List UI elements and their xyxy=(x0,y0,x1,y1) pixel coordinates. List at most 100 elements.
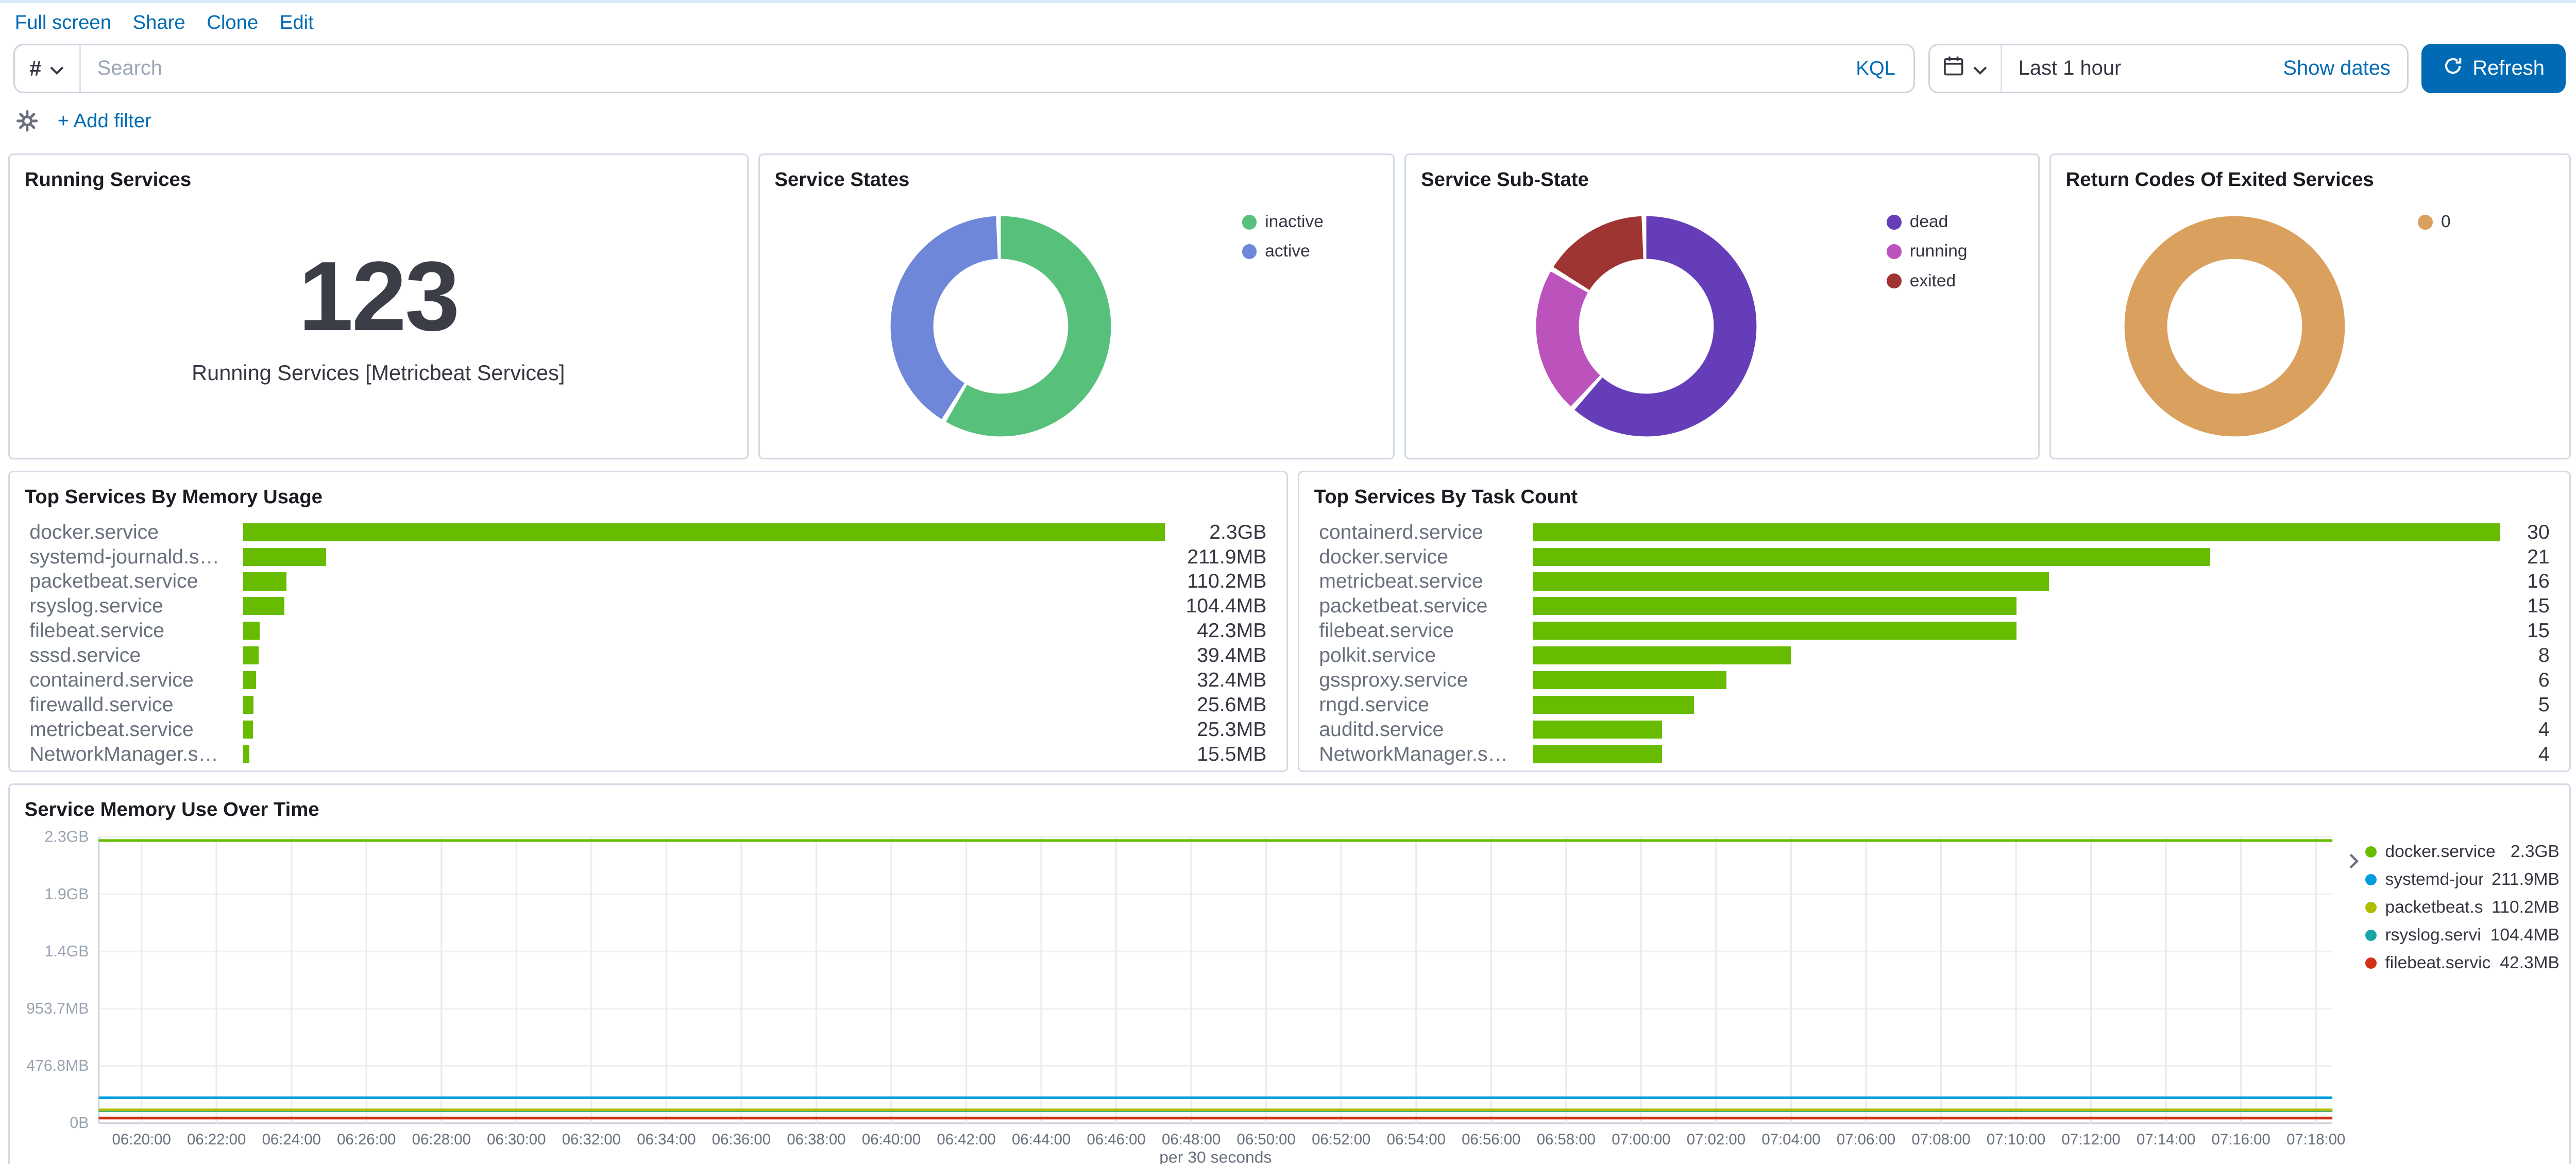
legend-item-running[interactable]: running xyxy=(1887,242,2022,261)
legend-dot xyxy=(2365,846,2377,858)
timeseries-legend-item-filebeat.service[interactable]: filebeat.service 42.3MB xyxy=(2365,953,2560,973)
bar-track xyxy=(243,622,1164,640)
bar-label: packetbeat.service xyxy=(29,570,198,593)
legend-item-active[interactable]: active xyxy=(1242,242,1377,261)
bar-label: polkit.service xyxy=(1319,644,1436,667)
donut-slice-inactive[interactable] xyxy=(890,216,1111,437)
bar-track xyxy=(243,572,1164,591)
bar-fill[interactable] xyxy=(1533,720,1662,739)
bar-fill[interactable] xyxy=(1533,547,2210,566)
donut-slice-running[interactable] xyxy=(1536,216,1757,437)
bar-fill[interactable] xyxy=(243,745,250,763)
bar-fill[interactable] xyxy=(243,572,286,591)
bar-fill[interactable] xyxy=(1533,622,2017,640)
legend-collapse-chevron-icon[interactable] xyxy=(2349,845,2359,1164)
date-picker: Last 1 hour Show dates xyxy=(1928,44,2409,93)
bar-track xyxy=(1533,671,2500,689)
bar-fill[interactable] xyxy=(1533,523,2500,541)
legend-dot xyxy=(2365,929,2377,942)
query-bar: # KQL Last 1 hour Sh xyxy=(0,41,2576,98)
edit-link[interactable]: Edit xyxy=(279,11,314,33)
bar-value: 211.9MB xyxy=(1187,545,1267,568)
time-range-value[interactable]: Last 1 hour xyxy=(2018,57,2122,80)
bar-fill[interactable] xyxy=(1533,572,2049,591)
bar-fill[interactable] xyxy=(1533,646,1791,665)
query-menu-button[interactable]: # xyxy=(15,45,81,92)
x-tick-label: 07:18:00 xyxy=(2286,1131,2345,1148)
calendar-menu-button[interactable] xyxy=(1930,45,2002,92)
task-bar-chart: containerd.service 30 docker.service 21 metr… xyxy=(1299,511,2569,770)
bar-track xyxy=(243,671,1164,689)
search-input[interactable] xyxy=(80,45,1838,92)
bar-track xyxy=(243,547,1164,566)
share-link[interactable]: Share xyxy=(132,11,185,33)
refresh-label: Refresh xyxy=(2472,57,2545,80)
bar-fill[interactable] xyxy=(243,646,259,665)
bar-fill[interactable] xyxy=(1533,597,2017,615)
bar-fill[interactable] xyxy=(1533,671,1726,689)
x-tick-label: 06:26:00 xyxy=(337,1131,396,1148)
panel-title: Service States xyxy=(774,168,910,191)
bar-row: filebeat.service 42.3MB xyxy=(29,619,1266,643)
bar-value: 15 xyxy=(2527,594,2550,618)
legend-dot xyxy=(2365,901,2377,914)
bar-value: 21 xyxy=(2527,545,2550,568)
bar-fill[interactable] xyxy=(243,720,253,739)
x-tick-label: 07:16:00 xyxy=(2211,1131,2270,1148)
kql-language-toggle[interactable]: KQL xyxy=(1856,57,1895,79)
x-tick-label: 06:22:00 xyxy=(187,1131,246,1148)
dashboard-row-3: Service Memory Use Over Time 2.3GB 1.9GB 1… xyxy=(8,783,2571,1164)
x-tick-label: 07:04:00 xyxy=(1761,1131,1820,1148)
filter-settings-gear-icon[interactable] xyxy=(16,110,38,132)
bar-row: containerd.service 32.4MB xyxy=(29,668,1266,693)
legend-value: 2.3GB xyxy=(2510,842,2560,861)
timeseries-legend-item-systemd-journald.service[interactable]: systemd-jour... 211.9MB xyxy=(2365,870,2560,889)
bar-label: systemd-journald.service xyxy=(29,545,244,568)
legend-item-0[interactable]: 0 xyxy=(2418,212,2553,232)
bar-label: packetbeat.service xyxy=(1319,594,1488,618)
y-tick-label: 1.9GB xyxy=(44,886,89,903)
bar-fill[interactable] xyxy=(243,547,327,566)
panel-title: Service Memory Use Over Time xyxy=(24,798,319,820)
bar-row: rsyslog.service 104.4MB xyxy=(29,594,1266,619)
legend-dot xyxy=(2365,874,2377,886)
bar-value: 110.2MB xyxy=(1187,570,1267,593)
refresh-button[interactable]: Refresh xyxy=(2421,44,2566,93)
timeseries-legend-item-packetbeat.service[interactable]: packetbeat.s... 110.2MB xyxy=(2365,898,2560,917)
service-states-legend: inactive active xyxy=(1242,194,1394,458)
x-tick-label: 06:38:00 xyxy=(787,1131,845,1148)
bar-label: NetworkManager.service xyxy=(1319,742,1533,765)
bar-fill[interactable] xyxy=(243,597,284,615)
bar-fill[interactable] xyxy=(1533,695,1694,714)
bar-label: containerd.service xyxy=(1319,520,1483,543)
clone-link[interactable]: Clone xyxy=(207,11,259,33)
bar-track xyxy=(243,646,1164,665)
timeseries-legend-item-rsyslog.service[interactable]: rsyslog.service 104.4MB xyxy=(2365,926,2560,945)
legend-item-dead[interactable]: dead xyxy=(1887,212,2022,232)
panel-service-sub-state: Service Sub-State dead running exited xyxy=(1404,153,2040,460)
show-dates-button[interactable]: Show dates xyxy=(2283,57,2391,80)
bar-track xyxy=(1533,695,2500,714)
bar-fill[interactable] xyxy=(243,523,1165,541)
legend-item-exited[interactable]: exited xyxy=(1887,271,2022,291)
bar-value: 25.6MB xyxy=(1197,693,1267,716)
timeseries-legend-item-docker.service[interactable]: docker.service 2.3GB xyxy=(2365,842,2560,862)
bar-label: rsyslog.service xyxy=(29,594,163,618)
bar-fill[interactable] xyxy=(243,695,253,714)
bar-value: 25.3MB xyxy=(1197,717,1267,741)
x-tick-label: 06:44:00 xyxy=(1012,1131,1071,1148)
metric-caption: Running Services [Metricbeat Services] xyxy=(192,361,565,385)
donut-slice-0[interactable] xyxy=(2124,216,2345,437)
bar-value: 104.4MB xyxy=(1185,594,1267,618)
full-screen-link[interactable]: Full screen xyxy=(14,11,112,33)
x-tick-label: 06:20:00 xyxy=(112,1131,171,1148)
donut-slice-dead[interactable] xyxy=(1536,216,1757,437)
bar-fill[interactable] xyxy=(1533,745,1662,763)
add-filter-button[interactable]: + Add filter xyxy=(57,109,151,132)
bar-fill[interactable] xyxy=(243,671,256,689)
x-tick-label: 07:02:00 xyxy=(1687,1131,1745,1148)
legend-item-inactive[interactable]: inactive xyxy=(1242,212,1377,232)
metric-display: 123 Running Services [Metricbeat Service… xyxy=(10,194,747,458)
bar-fill[interactable] xyxy=(243,622,260,640)
donut-slice-active[interactable] xyxy=(890,216,1111,437)
